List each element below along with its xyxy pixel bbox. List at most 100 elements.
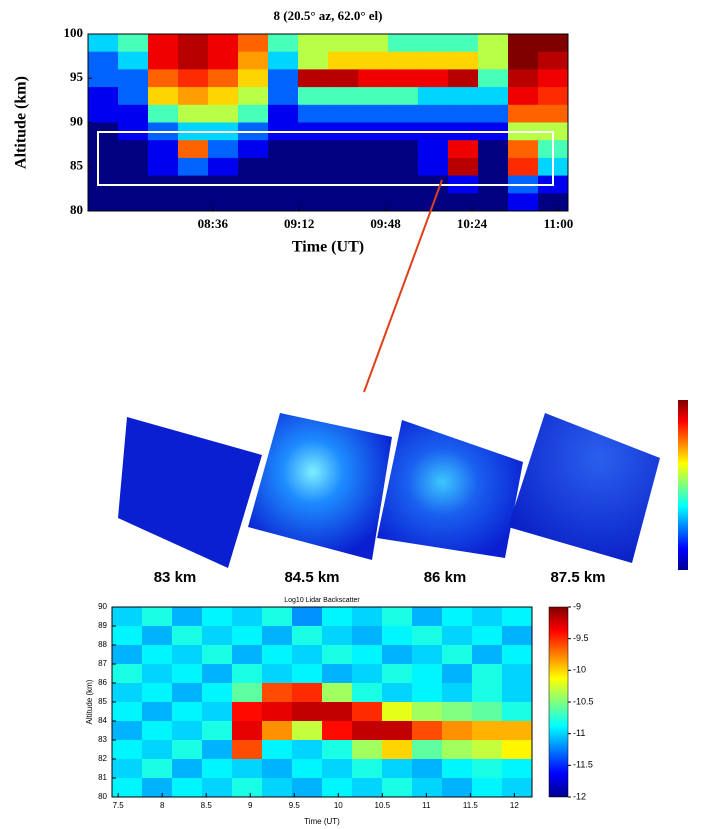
heatmap-cell [88, 87, 119, 106]
heatmap-cell [478, 87, 509, 106]
heatmap-cell [178, 104, 209, 123]
heatmap-cell [262, 759, 293, 779]
heatmap-cell [448, 34, 479, 53]
heatmap-cell [472, 721, 503, 741]
heatmap-cell [418, 140, 449, 159]
heatmap-cell [472, 664, 503, 684]
heatmap-cell [322, 759, 353, 779]
heatmap-cell [322, 645, 353, 665]
heatmap-cell [472, 607, 503, 627]
heatmap-cell [382, 664, 413, 684]
heatmap-cell [352, 683, 383, 703]
x-tick-label: 12 [510, 801, 519, 810]
heatmap-cell [148, 193, 179, 212]
heatmap-cell [412, 683, 443, 703]
heatmap-cell [142, 664, 173, 684]
surface [248, 413, 392, 560]
heatmap-cell [268, 157, 299, 177]
heatmap-cell [292, 740, 323, 760]
heatmap-cell [388, 140, 419, 159]
heatmap-cell [502, 607, 533, 627]
heatmap-cell [322, 683, 353, 703]
heatmap-cell [298, 104, 329, 123]
heatmap-cell [112, 664, 143, 684]
heatmap-cell [292, 664, 323, 684]
heatmap-cell [118, 34, 149, 53]
surface-panel: 83 km 84.5 km 86 km 87.5 km [118, 400, 688, 586]
heatmap-cell [208, 34, 239, 53]
y-tick-label: 89 [98, 621, 107, 630]
heatmap-cell [238, 87, 269, 106]
heatmap-cell [472, 702, 503, 722]
heatmap-cell [292, 721, 323, 741]
heatmap-cell [238, 157, 269, 177]
heatmap-cell [358, 87, 389, 106]
heatmap-cell [418, 104, 449, 123]
heatmap-cell [298, 157, 329, 177]
heatmap-cell [118, 69, 149, 88]
y-tick-label: 88 [98, 640, 107, 649]
heatmap-cell [208, 69, 239, 88]
heatmap-cell [172, 664, 203, 684]
heatmap-cell [178, 69, 209, 88]
heatmap-cell [322, 702, 353, 722]
heatmap-cell [412, 607, 443, 627]
heatmap-cell [148, 104, 179, 123]
heatmap-cell [508, 157, 539, 177]
heatmap-cell [478, 34, 509, 53]
heatmap-cell [442, 778, 473, 798]
heatmap-cell [478, 104, 509, 123]
heatmap-cell [508, 193, 539, 212]
heatmap-cell [382, 607, 413, 627]
x-tick-label: 09:12 [284, 216, 314, 231]
heatmap-cell [172, 683, 203, 703]
surface [118, 417, 262, 568]
heatmap-cell [148, 157, 179, 177]
heatmap-cell [298, 51, 329, 70]
heatmap-cell [262, 740, 293, 760]
heatmap-cell [352, 664, 383, 684]
heatmap-cell [352, 702, 383, 722]
x-axis-label: Time (UT) [304, 817, 340, 826]
x-tick-label: 08:36 [198, 216, 229, 231]
surface-label: 84.5 km [284, 569, 339, 586]
heatmap-cell [358, 157, 389, 177]
colorbar-tick-label: -11.5 [573, 760, 593, 770]
heatmap-cell [502, 702, 533, 722]
heatmap-cell [298, 34, 329, 53]
colorbar-tick-label: -9.5 [573, 633, 589, 643]
heatmap-cell [142, 607, 173, 627]
heatmap-cell [382, 683, 413, 703]
heatmap-cell [232, 626, 263, 646]
heatmap-cell [238, 51, 269, 70]
heatmap-cell [538, 193, 569, 212]
heatmap-cell [352, 759, 383, 779]
heatmap-cell [298, 140, 329, 159]
heatmap-cell [298, 69, 329, 88]
heatmap-cell [148, 87, 179, 106]
heatmap-cell [238, 34, 269, 53]
heatmap-cell [118, 51, 149, 70]
heatmap-cell [478, 140, 509, 159]
heatmap-cell [172, 702, 203, 722]
heatmap-cell [382, 759, 413, 779]
heatmap-cell [508, 104, 539, 123]
heatmap-cell [268, 69, 299, 88]
heatmap-cell [352, 607, 383, 627]
chart-title: Log10 Lidar Backscatter [284, 597, 360, 604]
heatmap-cell [232, 778, 263, 798]
heatmap-cell [328, 51, 359, 70]
heatmap-cell [208, 51, 239, 70]
heatmap-cell [352, 721, 383, 741]
heatmap-cell [358, 140, 389, 159]
heatmap-cell [112, 645, 143, 665]
heatmap-cell [388, 51, 419, 70]
heatmap-cell [232, 607, 263, 627]
heatmap-cell [478, 51, 509, 70]
heatmap-cell [472, 626, 503, 646]
heatmap-cell [232, 645, 263, 665]
x-tick-label: 11:00 [544, 216, 574, 231]
y-tick-label: 95 [70, 69, 84, 84]
heatmap-cell [382, 645, 413, 665]
y-tick-label: 85 [98, 697, 107, 706]
